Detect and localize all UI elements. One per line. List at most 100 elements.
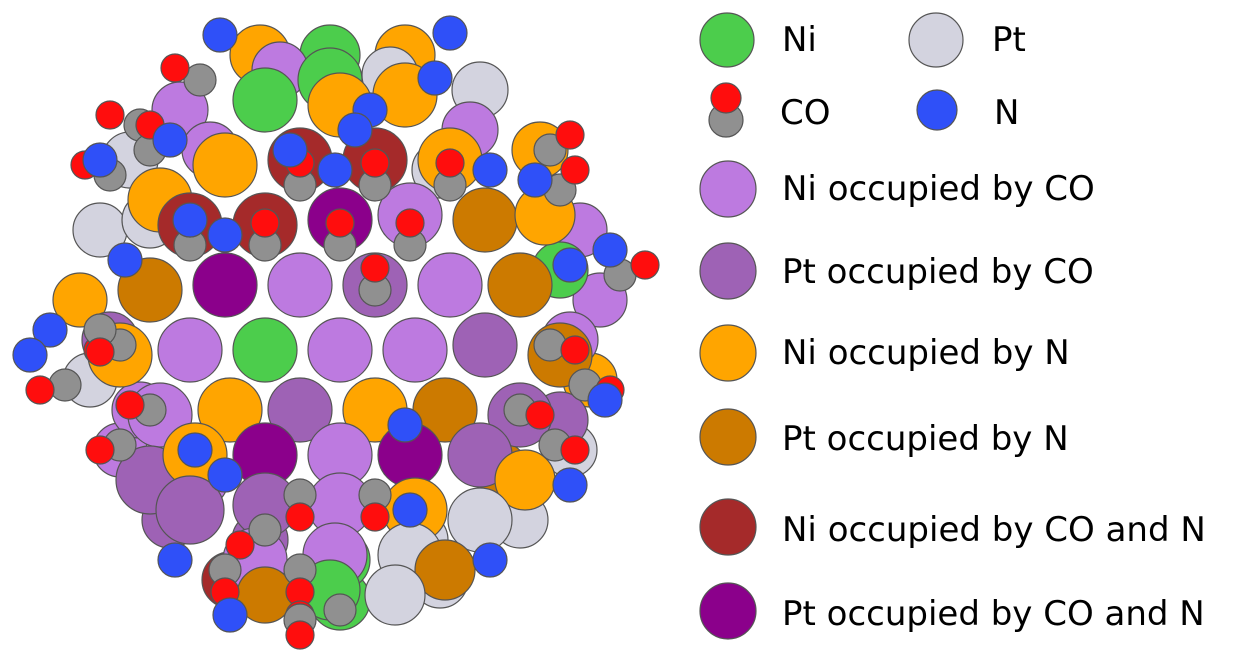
legend-ni-swatch [699,12,755,68]
legend-pt-co-n-swatch [699,582,757,640]
nitrogen-atom [272,132,308,168]
ni-n-atom-swatch [699,324,757,382]
oxygen-atom [555,120,585,150]
ni-co-atom-swatch [699,160,757,218]
nitrogen-atom [157,542,193,578]
oxygen-atom [360,253,390,283]
oxygen-atom [360,502,390,532]
legend-ni-n-label: Ni occupied by N [782,333,1070,373]
ni-co-atom [307,317,373,383]
pt-co-n-atom [192,252,258,318]
nitrogen-atom [587,382,623,418]
legend-ni-co-swatch [699,160,757,218]
oxygen-atom [250,208,280,238]
legend-pt-swatch [908,12,964,68]
nitrogen-atom [212,597,248,633]
legend-co-swatch [708,82,744,138]
oxygen-atom [285,620,315,650]
pt-n-atom [414,539,476,601]
nitrogen-atom [107,242,143,278]
legend-n-swatch [916,89,958,131]
ni-co-atom [267,252,333,318]
nitrogen-atom [392,492,428,528]
pt-co-atom [155,475,225,545]
ni-n-atom [52,272,108,328]
legend-pt-co-n-label: Pt occupied by CO and N [782,594,1205,634]
nitrogen-atom [472,152,508,188]
pt-atom [364,564,426,626]
nitrogen-atom [12,337,48,373]
pt-co-atom [267,377,333,443]
nitrogen-atom [417,60,453,96]
ni-co-atom [157,317,223,383]
oxygen-atom [225,530,255,560]
nitrogen-atom [172,202,208,238]
nitrogen-atom [472,542,508,578]
oxygen-atom [25,375,55,405]
pt-co-atom [452,312,518,378]
pt-atom-swatch [908,12,964,68]
oxygen-atom-swatch [710,82,742,114]
nitrogen-atom [517,162,553,198]
nitrogen-atom [207,457,243,493]
oxygen-atom [435,148,465,178]
pt-n-atom-swatch [699,408,757,466]
oxygen-atom [325,208,355,238]
nitrogen-atom [177,432,213,468]
oxygen-atom [85,435,115,465]
ni-co-atom [417,252,483,318]
oxygen-atom [160,53,190,83]
oxygen-atom [560,155,590,185]
oxygen-atom [360,148,390,178]
pt-co-n-atom-swatch [699,582,757,640]
legend-ni-co-label: Ni occupied by CO [782,169,1095,209]
nitrogen-atom [202,17,238,53]
nitrogen-atom [337,112,373,148]
oxygen-atom [525,400,555,430]
nitrogen-atom [32,312,68,348]
oxygen-atom [85,337,115,367]
ni-atom [232,317,298,383]
nitrogen-atom [592,232,628,268]
ni-n-atom [197,377,263,443]
pt-n-atom [487,252,553,318]
nitrogen-atom [207,217,243,253]
nitrogen-atom [552,247,588,283]
nitrogen-atom [552,467,588,503]
ni-co-atom [382,317,448,383]
oxygen-atom [560,335,590,365]
ni-atom [232,67,298,133]
legend-pt-n-swatch [699,408,757,466]
legend-pt-n-label: Pt occupied by N [782,419,1069,459]
legend-pt-co-swatch [699,242,757,300]
ni-co-n-atom-swatch [699,498,757,556]
nitrogen-atom-swatch [916,89,958,131]
cluster-atoms [12,15,660,650]
oxygen-atom [395,208,425,238]
legend-ni-label: Ni [782,20,817,60]
carbon-atom [248,513,282,547]
legend-pt-label: Pt [992,20,1026,60]
ni-atom-swatch [699,12,755,68]
legend-co-label: CO [780,93,831,133]
nitrogen-atom [432,15,468,51]
legend-n-label: N [994,93,1020,133]
legend-ni-co-n-swatch [699,498,757,556]
ni-n-atom [192,132,258,198]
nitrogen-atom [317,152,353,188]
legend-ni-co-n-label: Ni occupied by CO and N [782,510,1206,550]
nitrogen-atom [82,142,118,178]
nitrogen-atom [152,122,188,158]
oxygen-atom [285,502,315,532]
oxygen-atom [560,435,590,465]
nitrogen-atom [387,407,423,443]
pt-co-atom-swatch [699,242,757,300]
carbon-atom [183,63,217,97]
oxygen-atom [115,390,145,420]
oxygen-atom [630,250,660,280]
nanocluster-illustration [12,15,660,650]
legend-ni-n-swatch [699,324,757,382]
legend-pt-co-label: Pt occupied by CO [782,252,1094,292]
oxygen-atom [95,100,125,130]
